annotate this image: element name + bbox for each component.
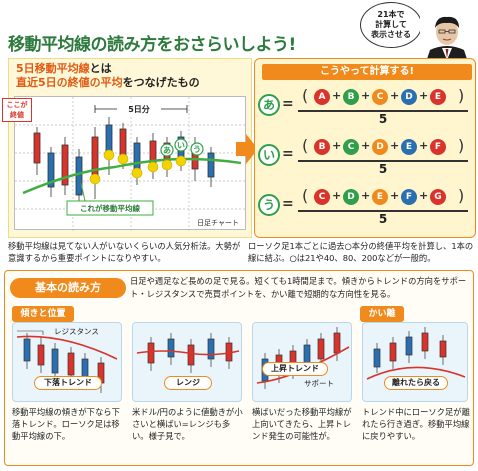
mini-chart-range <box>132 322 242 402</box>
calculation-caption: ローソク足1本ごとに過去○本分の終値平均を計算し、1本の線に結ぶ。○は21や40… <box>248 241 474 263</box>
formula-row: う =(C + D + E + F + G) 5 <box>258 186 472 230</box>
formula-numerator: (A + B + C + D + E) <box>298 86 468 108</box>
fraction-bar <box>298 210 468 212</box>
calculation-header: こうやって計算する! <box>262 64 472 80</box>
close-paren: ) <box>458 186 465 205</box>
fraction-bar <box>298 110 468 112</box>
price-letter: C <box>314 189 330 205</box>
caption-uptrend: 横ばいだった移動平均線が上向いてきたら、上昇トレンド発生の可能性が。 <box>252 407 352 441</box>
bubble-line: 表示させる <box>371 30 411 39</box>
formula-row: あ =(A + B + C + D + E) 5 <box>258 86 472 130</box>
heading-term: 5日移動平均線 <box>16 62 90 75</box>
open-paren: ( <box>302 136 309 155</box>
price-letter: G <box>430 189 446 205</box>
close-price-callout: ここが 終値 <box>2 98 32 122</box>
section-head-divergence: かい離 <box>360 306 404 322</box>
point-a: あ <box>163 146 171 155</box>
basics-description: 日足や週足など長めの足で見る。短くても1時間足まで。傾きからトレンドの方向をサポ… <box>130 276 467 299</box>
bracket-label: 5日分 <box>128 104 150 114</box>
page-title: 移動平均線の読み方をおさらいしよう! <box>8 35 296 55</box>
tag-uptrend: 上昇トレンド <box>262 362 328 376</box>
close-paren: ) <box>458 136 465 155</box>
price-letter: B <box>343 89 359 105</box>
mini-chart-divergence <box>362 322 468 402</box>
price-letter: E <box>401 139 417 155</box>
price-letter: C <box>372 89 388 105</box>
open-paren: ( <box>302 86 309 105</box>
resistance-label: レジスタンス <box>54 327 99 336</box>
price-letter: F <box>430 139 446 155</box>
price-letter: D <box>401 89 417 105</box>
bubble-line: 計算して <box>375 20 407 29</box>
plus-sign: + <box>419 139 429 152</box>
plus-sign: + <box>332 139 342 152</box>
formula-denominator: 5 <box>378 112 388 126</box>
definition-heading: 5日移動平均線とは 直近5日の終値の平均をつなげたもの <box>16 62 200 90</box>
mini-chart-svg <box>16 330 118 393</box>
price-letter: B <box>314 139 330 155</box>
equals-sign: = <box>282 196 294 212</box>
formula-denominator: 5 <box>378 162 388 176</box>
candlestick-svg: 5日分 <box>15 97 247 231</box>
caption-range: 米ドル/円のように値動きが小さいと横ばい=レンジも多い。様子見で。 <box>132 407 243 441</box>
point-i: い <box>177 141 185 150</box>
mini-chart-svg <box>136 333 240 373</box>
price-letter: C <box>343 139 359 155</box>
arrow-right-icon <box>236 134 258 164</box>
moving-average-line <box>22 157 242 195</box>
plus-sign: + <box>332 189 342 202</box>
price-letter: D <box>343 189 359 205</box>
price-letter: F <box>401 189 417 205</box>
formula-row: い =(B + C + D + E + F) 5 <box>258 136 472 180</box>
point-u: う <box>193 145 201 154</box>
formula-numerator: (C + D + E + F + G) <box>298 186 468 208</box>
equals-sign: = <box>282 96 294 112</box>
formula-row-label: う <box>258 194 280 216</box>
caption-downtrend: 移動平均線の傾きが下なら下落トレンド。ローソク足は移動平均線の下。 <box>12 407 120 441</box>
tag-divergence: 離れたら戻る <box>384 376 448 390</box>
formula-denominator: 5 <box>378 212 388 226</box>
plus-sign: + <box>361 189 371 202</box>
mini-chart-svg <box>366 327 466 380</box>
price-letter: E <box>372 189 388 205</box>
plus-sign: + <box>390 139 400 152</box>
formula-row-label: い <box>258 144 280 166</box>
price-letter: E <box>430 89 446 105</box>
heading-definition: 直近5日の終値の平均 <box>16 76 123 89</box>
plus-sign: + <box>361 89 371 102</box>
callout-line: ここが <box>6 101 28 109</box>
speech-bubble: 21本で 計算して 表示させる <box>360 2 422 48</box>
ma-label: これが移動平均線 <box>80 203 140 213</box>
tag-range: レンジ <box>164 376 212 390</box>
support-label: サポート <box>304 379 334 388</box>
formula-row-label: あ <box>258 94 280 116</box>
heading-suffix: をつなげたもの <box>122 76 200 89</box>
equals-sign: = <box>282 146 294 162</box>
fraction-bar <box>298 160 468 162</box>
section-head-slope: 傾きと位置 <box>12 306 74 322</box>
plus-sign: + <box>419 89 429 102</box>
close-paren: ) <box>458 86 465 105</box>
price-letter: D <box>372 139 388 155</box>
formula-numerator: (B + C + D + E + F) <box>298 136 468 158</box>
caption-divergence: トレンド中にローソク足が離れたら行き過ぎ。移動平均線に戻りやすい。 <box>362 407 470 441</box>
open-paren: ( <box>302 186 309 205</box>
plus-sign: + <box>419 189 429 202</box>
definition-caption: 移動平均線は見てない人がいないくらいの人気分析法。大勢が意識するから重要ポイント… <box>8 241 241 263</box>
bubble-line: 21本で <box>377 10 405 19</box>
plus-sign: + <box>332 89 342 102</box>
basics-heading: 基本の読み方 <box>10 278 126 298</box>
tag-downtrend: 下落トレンド <box>34 376 102 390</box>
price-letter: A <box>314 89 330 105</box>
callout-line: 終値 <box>10 111 24 119</box>
plus-sign: + <box>390 189 400 202</box>
heading-suffix: とは <box>89 62 112 75</box>
candlestick-chart: 5日分 <box>14 96 247 231</box>
plus-sign: + <box>390 89 400 102</box>
chart-type-label: 日足チャート <box>197 219 239 227</box>
plus-sign: + <box>361 139 371 152</box>
